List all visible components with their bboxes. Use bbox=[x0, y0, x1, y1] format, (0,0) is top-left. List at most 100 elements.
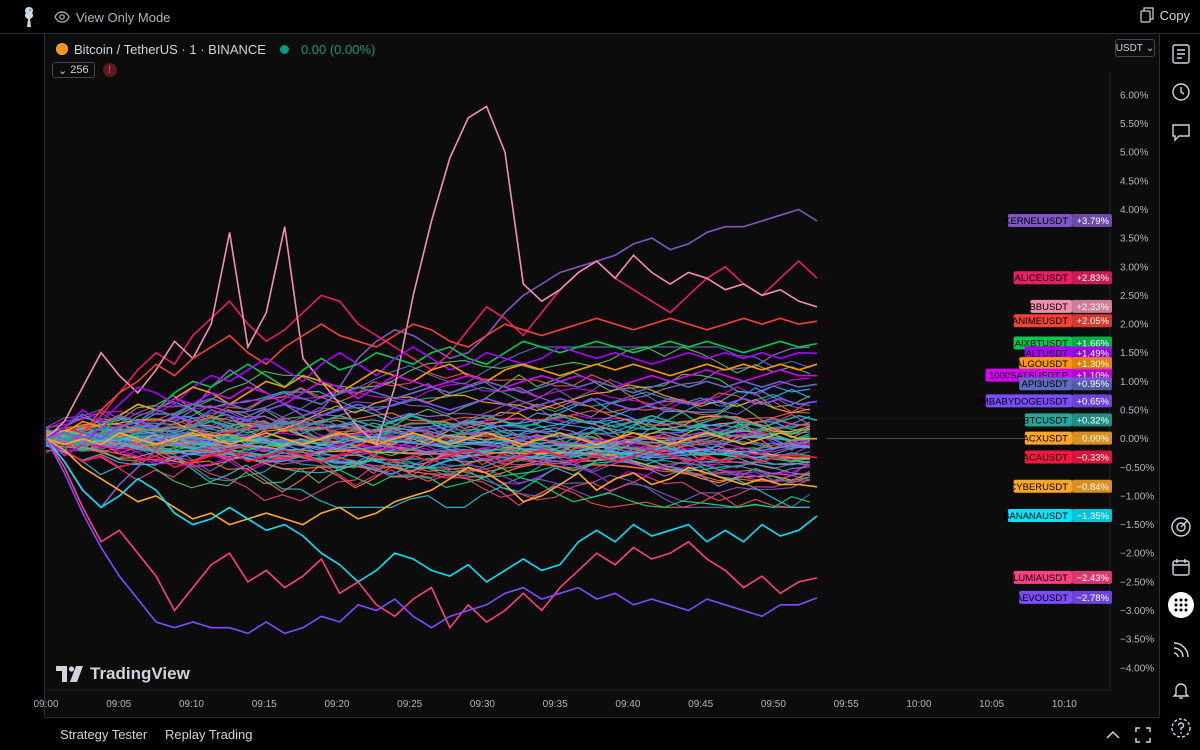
copy-button[interactable]: Copy bbox=[1140, 7, 1190, 23]
series-tag[interactable]: ACXUSDT 0.00% bbox=[1023, 431, 1112, 445]
series-tag-value: −0.33% bbox=[1077, 453, 1110, 464]
series-tag-value-bg bbox=[1072, 570, 1112, 584]
alerts-icon[interactable] bbox=[1169, 79, 1193, 103]
y-tick-label: 0.50% bbox=[1120, 406, 1148, 417]
warning-icon[interactable]: ! bbox=[102, 63, 117, 77]
series-tag-name: ACXUSDT bbox=[1023, 434, 1069, 445]
watchlist-icon[interactable] bbox=[1169, 42, 1193, 66]
series-tag-name: CYBERUSDT bbox=[1009, 482, 1068, 493]
x-tick-label: 10:00 bbox=[906, 699, 931, 710]
tab-replay-trading[interactable]: Replay Trading bbox=[165, 727, 253, 742]
series-tag-value-bg bbox=[1072, 346, 1112, 360]
y-tick-label: −1.50% bbox=[1120, 520, 1154, 531]
series-tag[interactable]: API3USDT +0.95% bbox=[1019, 377, 1112, 391]
y-tick-label: 1.50% bbox=[1120, 348, 1148, 359]
series-line bbox=[45, 208, 818, 509]
comparison-chart[interactable]: 6.00% 5.50% 5.00% 4.50% 4.00% 3.50% 3.00% 2.50%… bbox=[0, 0, 1160, 716]
y-tick-label: 6.00% bbox=[1120, 90, 1148, 101]
series-tag-value-bg bbox=[1072, 394, 1112, 408]
series-tag[interactable]: BTCUSDT +0.32% bbox=[1023, 413, 1112, 427]
series-line bbox=[45, 438, 818, 526]
series-tag[interactable]: KERNELUSDT +3.79% bbox=[1004, 213, 1112, 227]
y-tick-label: 5.00% bbox=[1120, 148, 1148, 159]
copy-icon bbox=[1140, 7, 1154, 23]
series-tag[interactable]: CYBERUSDT −0.84% bbox=[1009, 479, 1112, 493]
y-tick-label: −1.00% bbox=[1120, 491, 1154, 502]
symbol-legend[interactable]: Bitcoin / TetherUS · 1 · BINANCE 0.00 (0… bbox=[56, 40, 375, 58]
tradingview-logo[interactable]: TradingView bbox=[56, 664, 190, 684]
symbol-title[interactable]: Bitcoin / TetherUS · 1 · BINANCE bbox=[74, 41, 266, 57]
series-tag-value: −1.35% bbox=[1077, 511, 1110, 522]
series-tag-name-bg bbox=[1019, 357, 1072, 371]
eye-icon bbox=[54, 11, 70, 23]
series-tag-value-bg bbox=[1072, 314, 1112, 328]
signal-icon[interactable] bbox=[1169, 638, 1193, 662]
series-tag-value-bg bbox=[1072, 479, 1112, 493]
y-tick-label: 2.50% bbox=[1120, 291, 1148, 302]
chevron-down-icon: ⌄ bbox=[58, 64, 68, 77]
help-icon[interactable] bbox=[1169, 716, 1193, 740]
ideas-icon[interactable] bbox=[1169, 515, 1193, 539]
series-tag-name-bg bbox=[1024, 450, 1072, 464]
y-tick-label: −2.50% bbox=[1120, 577, 1154, 588]
series-tag[interactable]: 1MBABYDOGEUSDT +0.65% bbox=[976, 394, 1112, 408]
series-tag-value-bg bbox=[1072, 299, 1112, 313]
background-series-line bbox=[45, 437, 810, 509]
series-tag-value-bg bbox=[1072, 413, 1112, 427]
maximize-icon[interactable] bbox=[1134, 726, 1152, 744]
series-line bbox=[45, 346, 818, 440]
background-series-line bbox=[45, 430, 810, 509]
series-tag-name-bg bbox=[1019, 590, 1072, 604]
x-tick-label: 10:05 bbox=[979, 699, 1004, 710]
series-line bbox=[45, 397, 818, 446]
series-tag-name: ACAUSDT bbox=[1023, 453, 1069, 464]
series-tag-value: +2.83% bbox=[1077, 273, 1110, 284]
view-only-mode-label: View Only Mode bbox=[76, 9, 171, 25]
chat-icon[interactable] bbox=[1169, 120, 1193, 144]
y-tick-label: 0.00% bbox=[1120, 434, 1148, 445]
series-tag-value-bg bbox=[1072, 508, 1112, 522]
calendar-icon[interactable] bbox=[1169, 555, 1193, 579]
x-tick-label: 09:50 bbox=[761, 699, 786, 710]
y-tick-label: 5.50% bbox=[1120, 119, 1148, 130]
x-tick-label: 09:10 bbox=[179, 699, 204, 710]
background-series-line bbox=[45, 403, 810, 466]
series-count-toggle[interactable]: ⌄ 256 bbox=[52, 62, 95, 78]
y-tick-label: −2.00% bbox=[1120, 549, 1154, 560]
series-tag-name: 1MBABYDOGEUSDT bbox=[976, 396, 1069, 407]
bell-icon[interactable] bbox=[1169, 678, 1193, 702]
y-tick-label: −3.00% bbox=[1120, 606, 1154, 617]
background-series-line bbox=[45, 402, 811, 489]
y-tick-label: 1.00% bbox=[1120, 377, 1148, 388]
y-tick-label: 2.00% bbox=[1120, 320, 1148, 331]
series-tag[interactable]: ANIMEUSDT +2.05% bbox=[1012, 314, 1112, 328]
series-tag-value-bg bbox=[1072, 450, 1112, 464]
series-tag[interactable]: ALTUSDT +1.49% bbox=[1024, 346, 1112, 360]
apps-icon[interactable] bbox=[1168, 592, 1194, 618]
series-tag-value: −2.78% bbox=[1077, 593, 1110, 604]
bird-logo-icon[interactable] bbox=[16, 4, 42, 30]
series-tag-name-bg bbox=[1019, 377, 1072, 391]
market-status-icon[interactable] bbox=[279, 44, 289, 54]
series-line bbox=[45, 317, 818, 452]
series-tag-value: 0.00% bbox=[1082, 434, 1109, 445]
view-only-mode[interactable]: View Only Mode bbox=[54, 8, 170, 26]
x-tick-label: 09:45 bbox=[688, 699, 713, 710]
background-series-line bbox=[45, 346, 810, 436]
currency-select[interactable]: USDT ⌄ bbox=[1115, 39, 1155, 57]
chevron-up-icon[interactable] bbox=[1104, 726, 1122, 744]
series-tag[interactable]: BANANAUSDT −1.35% bbox=[1003, 508, 1112, 522]
series-tag[interactable]: ACAUSDT −0.33% bbox=[1023, 450, 1112, 464]
series-tag[interactable]: AEVOUSDT −2.78% bbox=[1016, 590, 1112, 604]
series-tag-name: BTCUSDT bbox=[1023, 415, 1068, 426]
series-tag[interactable]: BBUSDT +2.33% bbox=[1029, 299, 1112, 313]
series-tag[interactable]: ALGOUSDT +1.30% bbox=[1016, 357, 1112, 371]
copy-label: Copy bbox=[1159, 7, 1190, 23]
series-line bbox=[45, 438, 818, 469]
background-series-line bbox=[45, 435, 810, 502]
series-tag[interactable]: LUMIAUSDT −2.43% bbox=[1013, 570, 1112, 584]
tab-strategy-tester[interactable]: Strategy Tester bbox=[60, 727, 148, 742]
series-tag-name-bg bbox=[1008, 213, 1072, 227]
series-tag[interactable]: ALICEUSDT +2.83% bbox=[1013, 271, 1112, 285]
series-tag-name-bg bbox=[1008, 508, 1072, 522]
